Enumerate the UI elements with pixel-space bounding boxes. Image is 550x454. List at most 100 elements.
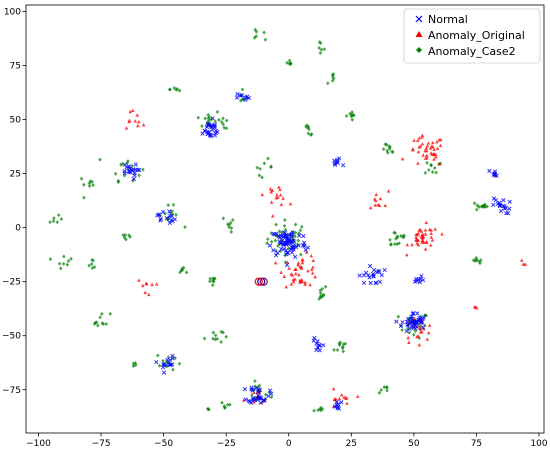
anomaly-case2-point bbox=[337, 343, 342, 348]
anomaly-case2-point bbox=[316, 408, 320, 413]
normal-point bbox=[164, 215, 169, 221]
anomaly-case2-point bbox=[274, 222, 278, 227]
anomaly-case2-point bbox=[87, 184, 92, 189]
anomaly-case2-point bbox=[306, 131, 311, 136]
anomaly-original-point bbox=[419, 229, 424, 233]
anomaly-case2-point bbox=[82, 195, 86, 200]
anomaly-original-point bbox=[475, 306, 479, 310]
anomaly-case2-point bbox=[283, 227, 288, 232]
anomaly-original-point bbox=[303, 282, 307, 286]
normal-point bbox=[314, 341, 319, 346]
anomaly-original-point bbox=[279, 270, 283, 274]
normal-point bbox=[250, 388, 255, 393]
anomaly-case2-point bbox=[219, 339, 223, 344]
anomaly-original-point bbox=[298, 278, 302, 282]
anomaly-case2-point bbox=[299, 252, 303, 257]
normal-point bbox=[205, 131, 210, 137]
anomaly-original-point bbox=[428, 146, 433, 150]
anomaly-original-point bbox=[308, 282, 312, 287]
anomaly-case2-point bbox=[309, 132, 314, 137]
anomaly-case2-point bbox=[305, 123, 309, 128]
anomaly-case2-point bbox=[181, 265, 186, 270]
normal-point bbox=[137, 167, 142, 173]
anomaly-original-point bbox=[420, 142, 425, 146]
anomaly-original-point bbox=[415, 237, 419, 242]
anomaly-case2-point bbox=[401, 235, 406, 240]
anomaly-original-point bbox=[291, 279, 296, 284]
anomaly-case2-point bbox=[423, 170, 428, 175]
anomaly-case2-point bbox=[224, 118, 229, 123]
anomaly-original-point bbox=[374, 192, 379, 196]
anomaly-original-point bbox=[273, 260, 278, 265]
anomaly-case2-point bbox=[422, 323, 427, 328]
normal-point bbox=[412, 279, 418, 284]
anomaly-original-point bbox=[289, 272, 294, 276]
anomaly-case2-point bbox=[390, 150, 395, 155]
normal-point bbox=[239, 93, 244, 98]
normal-point bbox=[377, 279, 383, 285]
normal-point bbox=[332, 161, 338, 166]
anomaly-case2-point bbox=[69, 256, 73, 261]
anomaly-original-point bbox=[268, 186, 273, 191]
normal-point bbox=[160, 209, 166, 215]
anomaly-case2-point bbox=[257, 173, 262, 178]
anomaly-original-point bbox=[425, 153, 429, 158]
x-tick-label: 100 bbox=[530, 439, 547, 449]
normal-point bbox=[156, 212, 162, 217]
anomaly-case2-point bbox=[385, 148, 389, 153]
anomaly-original-point bbox=[386, 189, 391, 193]
anomaly-case2-point bbox=[62, 254, 66, 259]
anomaly-case2-point bbox=[335, 347, 340, 352]
anomaly-original-point bbox=[127, 118, 132, 123]
anomaly-case2-point bbox=[293, 222, 298, 227]
anomaly-original-point bbox=[424, 240, 429, 244]
anomaly-original-point bbox=[426, 330, 431, 335]
anomaly-case2-point bbox=[51, 219, 56, 224]
anomaly-case2-point bbox=[317, 297, 321, 302]
anomaly-case2-point bbox=[171, 202, 176, 207]
anomaly-case2-point bbox=[79, 176, 84, 181]
normal-point bbox=[266, 393, 271, 399]
normal-point bbox=[167, 362, 172, 367]
anomaly-original-point bbox=[521, 262, 526, 266]
anomaly-case2-point bbox=[387, 144, 391, 149]
anomaly-original-point bbox=[435, 146, 440, 151]
normal-point bbox=[283, 230, 288, 236]
anomaly-case2-point bbox=[337, 341, 342, 346]
anomaly-case2-point bbox=[282, 223, 287, 228]
anomaly-original-point bbox=[337, 396, 342, 401]
normal-point bbox=[421, 315, 426, 320]
normal-point bbox=[169, 218, 174, 223]
outlier-point bbox=[254, 277, 263, 286]
anomaly-case2-point bbox=[319, 47, 324, 52]
x-tick-label: 50 bbox=[408, 439, 420, 449]
anomaly-case2-point bbox=[221, 122, 226, 127]
anomaly-original-point bbox=[306, 269, 310, 273]
normal-point bbox=[315, 339, 320, 344]
normal-point bbox=[420, 277, 426, 283]
x-tick-label: −100 bbox=[26, 439, 51, 449]
normal-point bbox=[398, 323, 404, 329]
anomaly-case2-point bbox=[381, 147, 386, 152]
anomaly-case2-point bbox=[419, 324, 423, 329]
anomaly-case2-point bbox=[392, 242, 397, 247]
normal-point bbox=[407, 326, 412, 332]
normal-point bbox=[379, 272, 384, 278]
anomaly-original-point bbox=[417, 228, 421, 232]
anomaly-original-point bbox=[345, 401, 349, 405]
normal-point bbox=[411, 320, 417, 326]
anomaly-case2-point bbox=[210, 278, 215, 283]
normal-point bbox=[507, 206, 512, 211]
anomaly-case2-point bbox=[269, 239, 274, 244]
axes-frame bbox=[25, 4, 545, 434]
anomaly-case2-point bbox=[48, 220, 52, 225]
anomaly-original-point bbox=[429, 231, 433, 236]
legend-label-anomaly-original: Anomaly_Original bbox=[428, 29, 525, 42]
normal-point bbox=[337, 156, 342, 161]
anomaly-original-point bbox=[270, 214, 275, 218]
normal-point bbox=[413, 326, 418, 331]
anomaly-original-point bbox=[278, 187, 282, 192]
normal-point bbox=[288, 247, 294, 252]
normal-point bbox=[248, 400, 254, 405]
